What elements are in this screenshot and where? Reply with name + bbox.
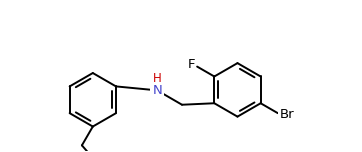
Text: F: F — [188, 58, 195, 71]
Text: N: N — [152, 84, 162, 97]
Text: Br: Br — [280, 108, 295, 121]
Text: H: H — [153, 72, 161, 85]
